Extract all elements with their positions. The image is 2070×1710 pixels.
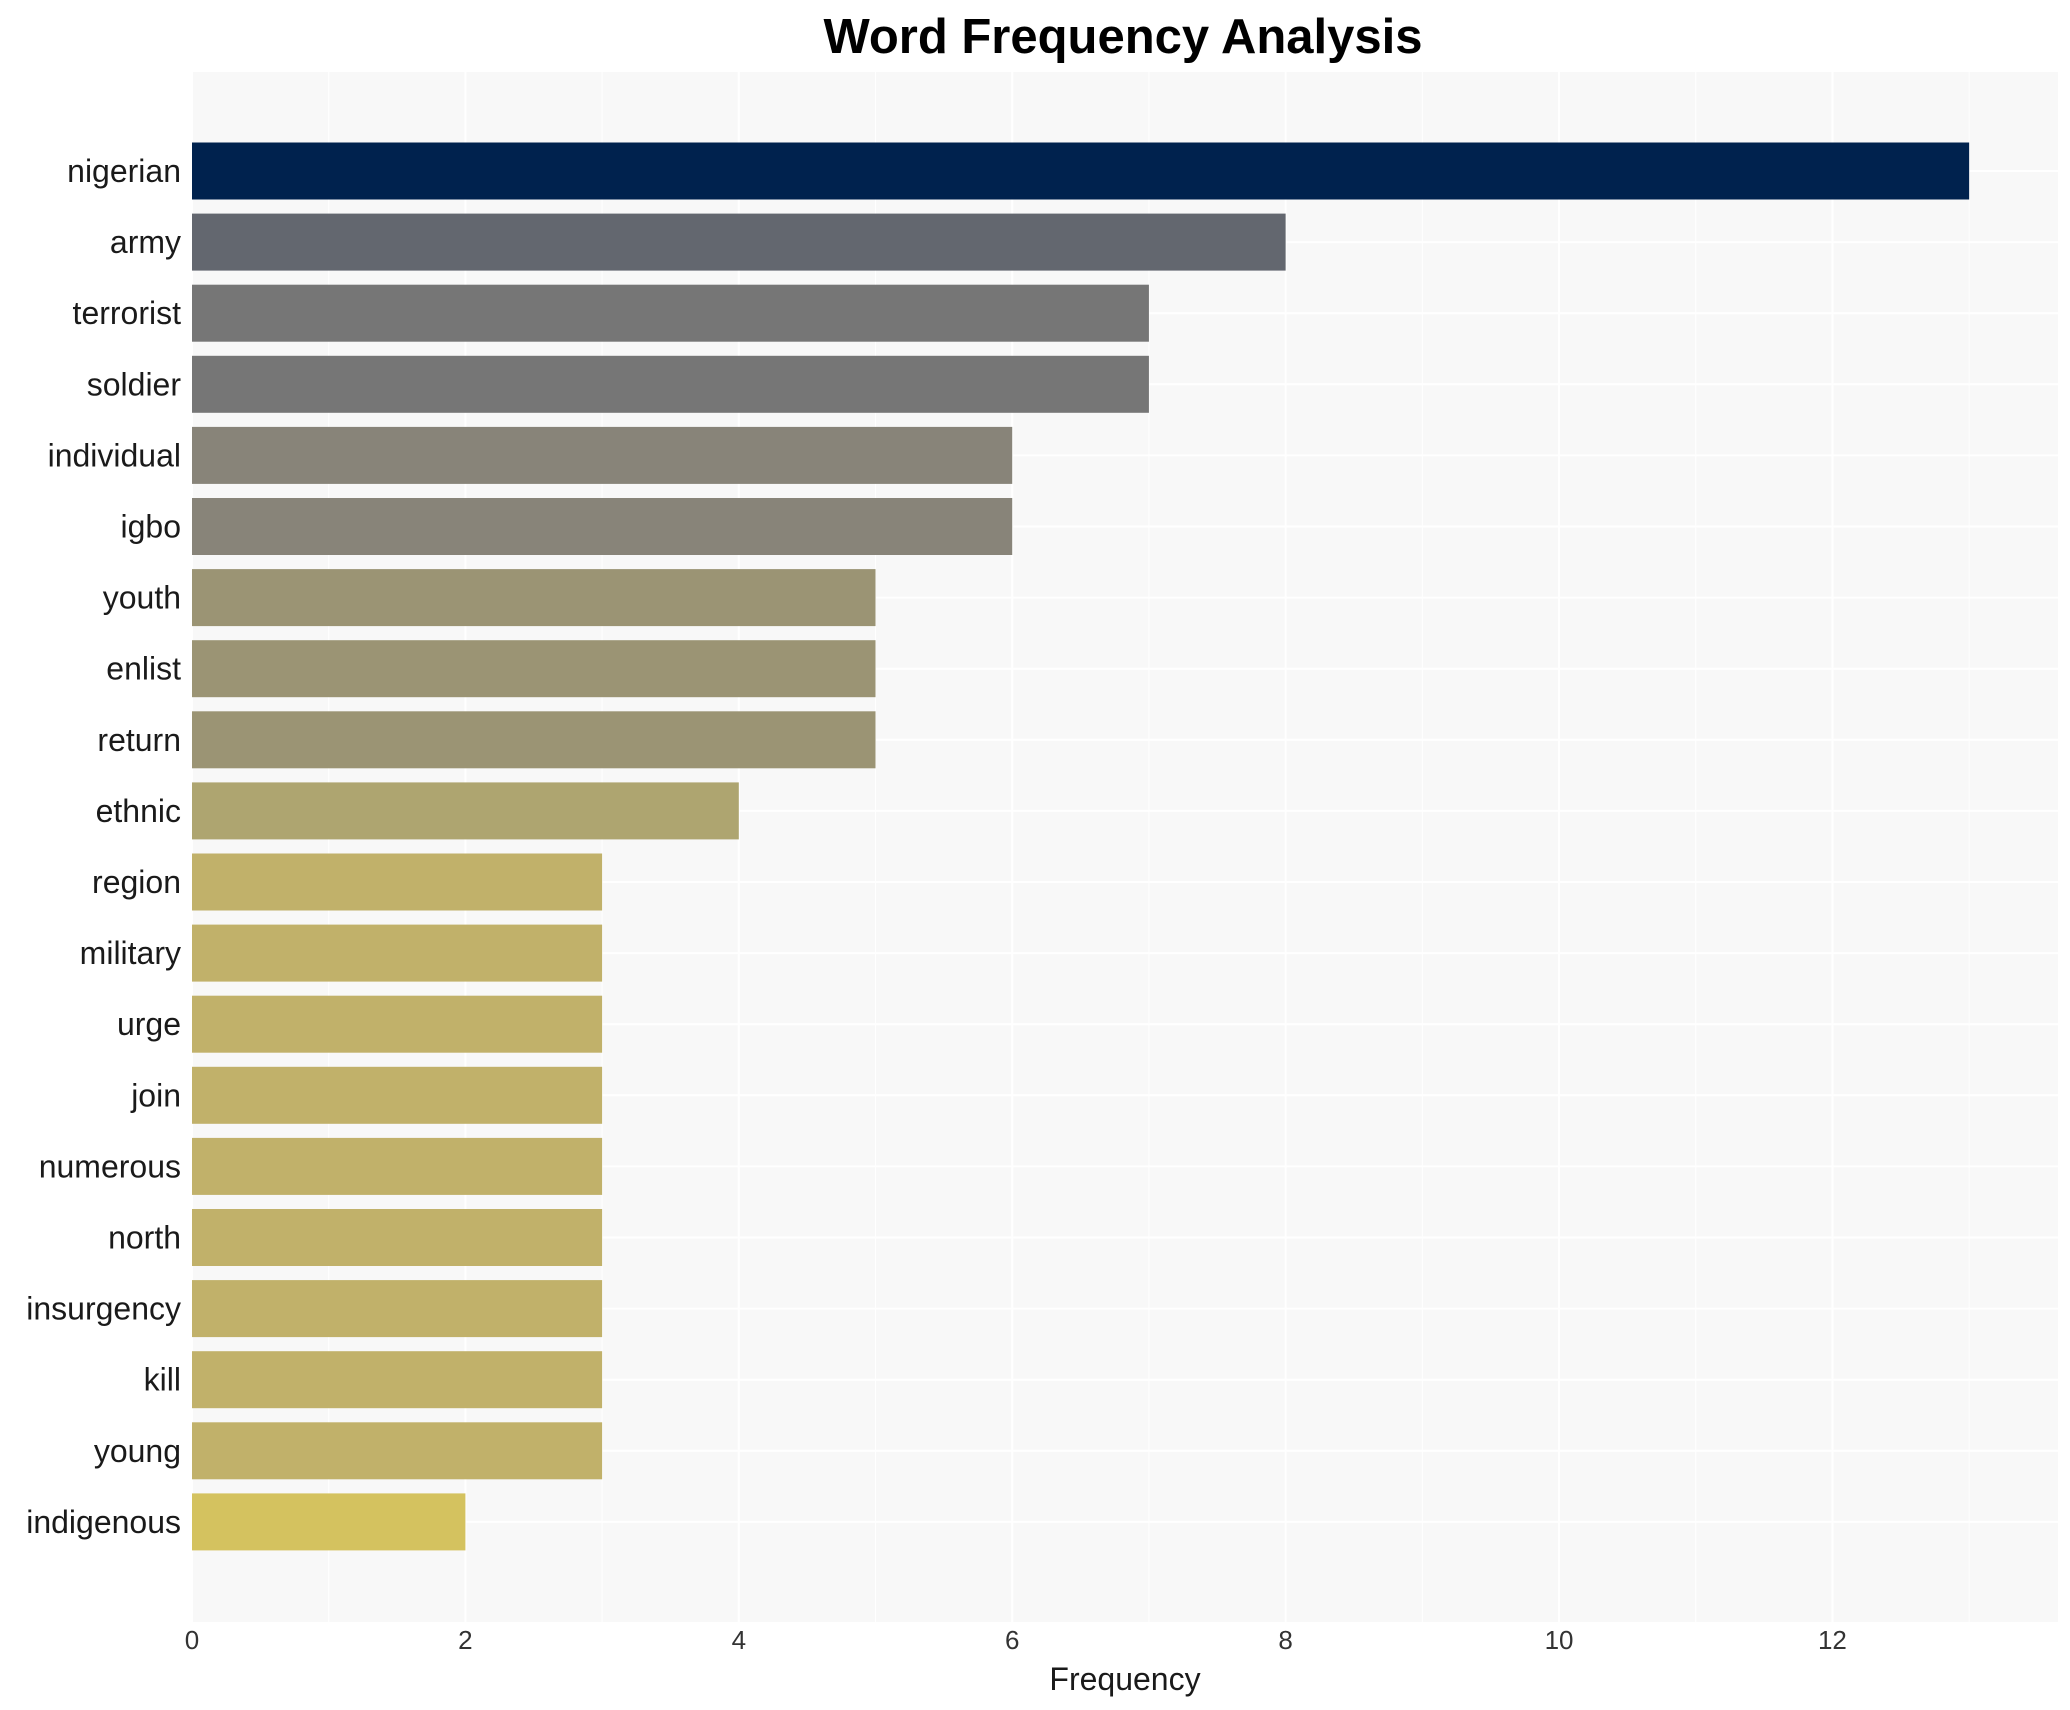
category-label-region: region [92, 864, 181, 900]
category-label-nigerian: nigerian [67, 153, 181, 189]
category-label-urge: urge [117, 1006, 181, 1042]
category-labels: nigerian army terrorist soldier individual ig… [26, 153, 181, 1540]
x-axis-label: Frequency [1049, 1661, 1200, 1697]
category-label-enlist: enlist [106, 651, 181, 687]
bar-young [192, 1422, 603, 1480]
chart-title: Word Frequency Analysis [823, 10, 1422, 64]
category-label-youth: youth [103, 580, 181, 616]
bar-numerous [192, 1137, 603, 1195]
bar-enlist [192, 640, 876, 698]
x-axis-ticks: 0 2 4 6 8 10 12 [185, 1625, 1847, 1655]
category-label-kill: kill [144, 1362, 181, 1398]
x-tick-label: 6 [1005, 1625, 1019, 1655]
bar-kill [192, 1351, 603, 1409]
category-label-return: return [97, 722, 181, 758]
bar-insurgency [192, 1280, 603, 1338]
bar-military [192, 924, 603, 982]
x-tick-label: 0 [185, 1625, 199, 1655]
category-label-join: join [130, 1077, 181, 1113]
x-tick-label: 4 [732, 1625, 746, 1655]
bar-army [192, 213, 1286, 271]
bar-return [192, 711, 876, 769]
bar-nigerian [192, 142, 1970, 200]
bar-urge [192, 995, 603, 1053]
bar-north [192, 1209, 603, 1266]
x-tick-label: 2 [458, 1625, 472, 1655]
category-label-ethnic: ethnic [96, 793, 181, 829]
bar-terrorist [192, 284, 1149, 342]
bar-igbo [192, 498, 1013, 555]
category-label-north: north [108, 1220, 181, 1256]
x-tick-label: 12 [1818, 1625, 1847, 1655]
category-label-terrorist: terrorist [73, 295, 182, 331]
category-label-insurgency: insurgency [26, 1291, 181, 1327]
bar-soldier [192, 355, 1149, 413]
category-label-young: young [94, 1433, 181, 1469]
bar-region [192, 853, 603, 911]
category-label-igbo: igbo [121, 509, 182, 545]
bar-ethnic [192, 782, 739, 840]
bar-individual [192, 426, 1013, 484]
category-label-army: army [110, 224, 181, 260]
category-label-individual: individual [48, 437, 181, 473]
bars [192, 142, 1970, 1551]
bar-indigenous [192, 1493, 466, 1551]
bar-youth [192, 569, 876, 627]
bar-join [192, 1066, 603, 1124]
category-label-indigenous: indigenous [26, 1504, 181, 1540]
category-label-soldier: soldier [87, 366, 182, 402]
x-tick-label: 10 [1545, 1625, 1574, 1655]
category-label-military: military [80, 935, 181, 971]
category-label-numerous: numerous [39, 1148, 181, 1184]
x-tick-label: 8 [1278, 1625, 1292, 1655]
